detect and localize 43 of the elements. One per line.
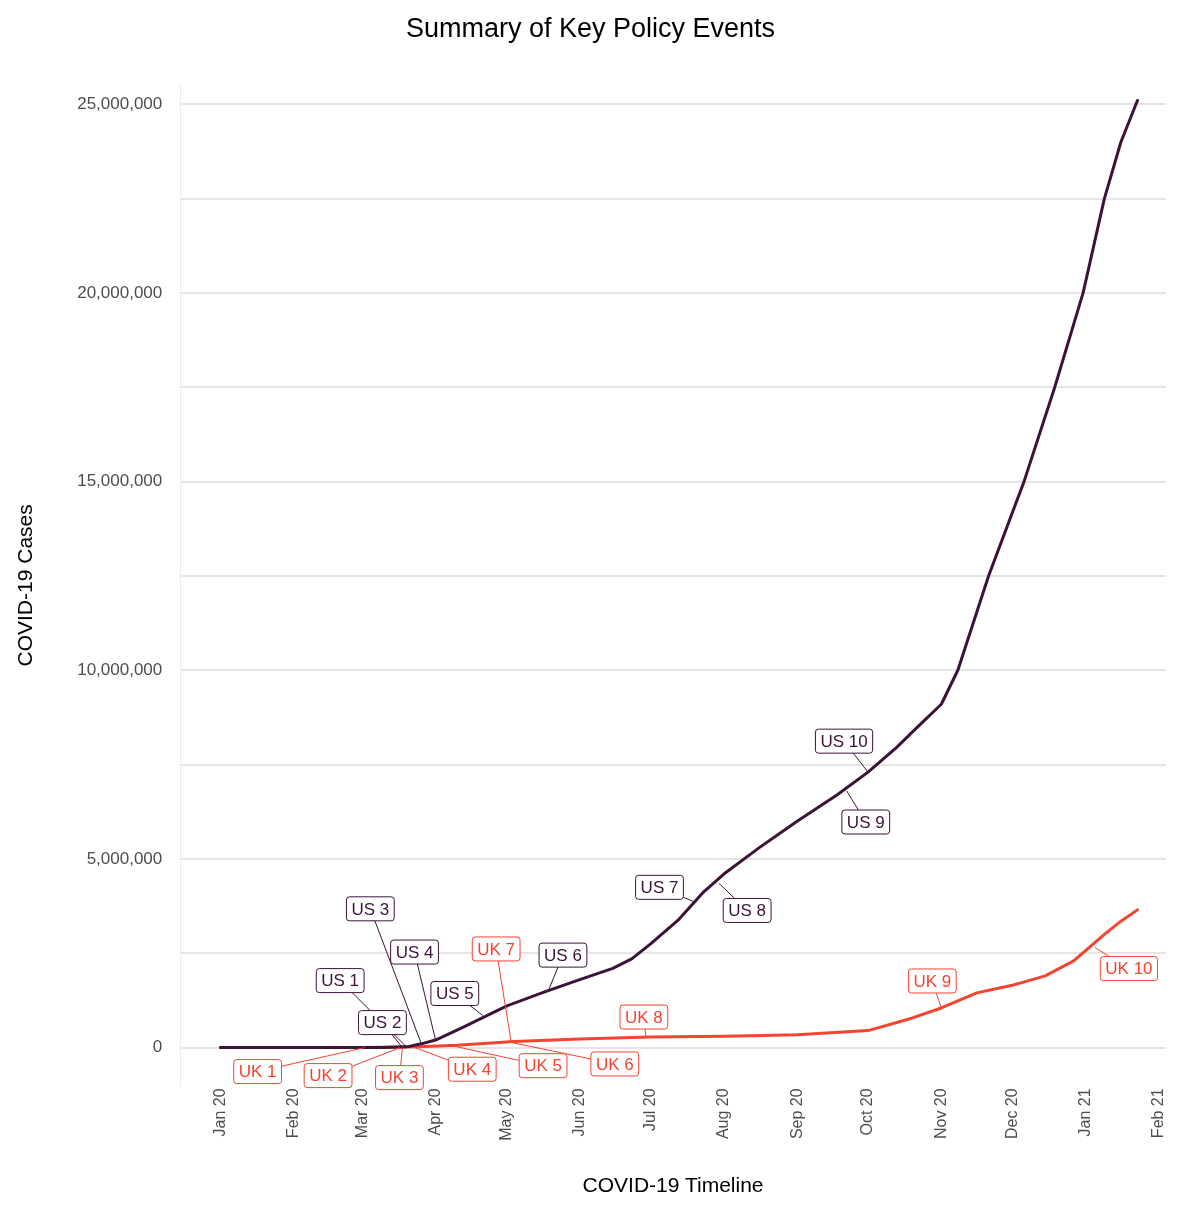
y-tick-label: 10,000,000: [77, 659, 163, 679]
x-tick-label: Dec 20: [1002, 1088, 1020, 1140]
annotation: UK 8: [624, 1007, 663, 1027]
annotation: US 5: [435, 984, 474, 1004]
annotation: US 3: [351, 899, 390, 919]
x-tick-label: Jul 20: [641, 1088, 658, 1132]
x-tick-label: Jan 21: [1075, 1088, 1093, 1137]
annotation: UK 3: [380, 1068, 419, 1088]
x-tick-label: Sep 20: [787, 1088, 805, 1140]
x-tick-label: May 20: [496, 1088, 514, 1141]
annotation: US 9: [846, 812, 885, 832]
x-tick-label: Jan 20: [210, 1088, 228, 1137]
x-tick-label: Oct 20: [858, 1088, 876, 1136]
annotation: US 1: [321, 971, 360, 991]
x-tick-label: Apr 20: [425, 1088, 443, 1136]
annotation: US 2: [363, 1013, 402, 1033]
y-tick-label: 15,000,000: [77, 471, 163, 491]
y-tick-label: 25,000,000: [77, 93, 163, 113]
annotation: UK 5: [524, 1056, 562, 1076]
x-axis-title: COVID-19 Timeline: [582, 1173, 764, 1197]
annotation: UK 4: [453, 1059, 492, 1079]
y-tick-label: 0: [152, 1037, 163, 1057]
y-axis-title: COVID-19 Cases: [13, 504, 37, 667]
x-tick-label: Feb 20: [284, 1088, 302, 1139]
x-tick-label: Nov 20: [931, 1088, 949, 1140]
annotation: UK 1: [238, 1062, 277, 1082]
x-tick-label: Jun 20: [570, 1088, 588, 1137]
annotation: UK 6: [595, 1054, 634, 1074]
annotation: US 8: [728, 901, 767, 921]
annotation: UK 2: [309, 1066, 347, 1086]
annotation: US 7: [640, 878, 679, 898]
chart-title: Summary of Key Policy Events: [405, 12, 776, 43]
x-tick-label: Mar 20: [352, 1088, 370, 1139]
annotation: US 4: [395, 942, 434, 962]
annotation: US 10: [820, 731, 868, 751]
annotation: UK 7: [477, 939, 516, 959]
annotation: UK 10: [1105, 959, 1153, 979]
annotation: UK 9: [913, 971, 952, 991]
annotation: US 6: [544, 945, 582, 965]
x-tick-label: Feb 21: [1149, 1088, 1167, 1139]
y-tick-label: 5,000,000: [86, 848, 163, 868]
x-tick-label: Aug 20: [714, 1088, 732, 1140]
y-tick-label: 20,000,000: [77, 282, 163, 302]
